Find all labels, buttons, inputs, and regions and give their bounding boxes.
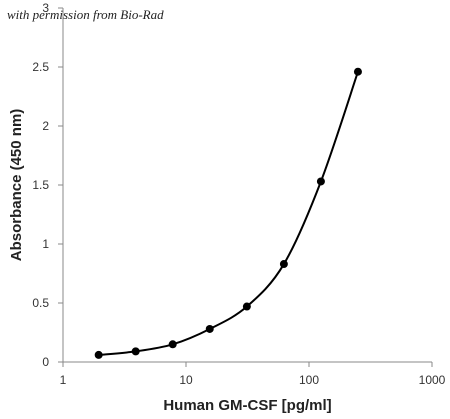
x-axis-title: Human GM-CSF [pg/ml]: [163, 397, 331, 414]
x-tick-label: 1: [60, 373, 67, 387]
x-tick-label: 10: [179, 373, 193, 387]
ticks: 1 10 100 1000 0 0.5 1 1.5 2 2.5 3: [32, 1, 445, 387]
y-tick-label: 1: [42, 237, 49, 251]
y-tick-label: 1.5: [32, 178, 49, 192]
y-axis-title: Absorbance (450 nm): [8, 109, 25, 262]
y-tick-label: 2.5: [32, 60, 49, 74]
data-point: [316, 177, 325, 186]
y-tick-label: 3: [42, 1, 49, 15]
y-tick-label: 2: [42, 119, 49, 133]
data-point: [131, 347, 140, 356]
data-point: [353, 67, 362, 76]
data-point: [242, 302, 251, 311]
data-point: [168, 340, 177, 349]
data-point: [94, 350, 103, 359]
x-tick-label: 1000: [419, 373, 446, 387]
y-tick-label: 0: [42, 355, 49, 369]
attribution-text: with permission from Bio-Rad: [7, 7, 164, 22]
points-layer: [94, 67, 362, 359]
data-point: [279, 260, 288, 269]
y-tick-label: 0.5: [32, 296, 49, 310]
fit-curve: [98, 71, 359, 356]
data-point: [205, 324, 214, 333]
x-tick-label: 100: [299, 373, 319, 387]
curve-layer: [98, 71, 359, 356]
